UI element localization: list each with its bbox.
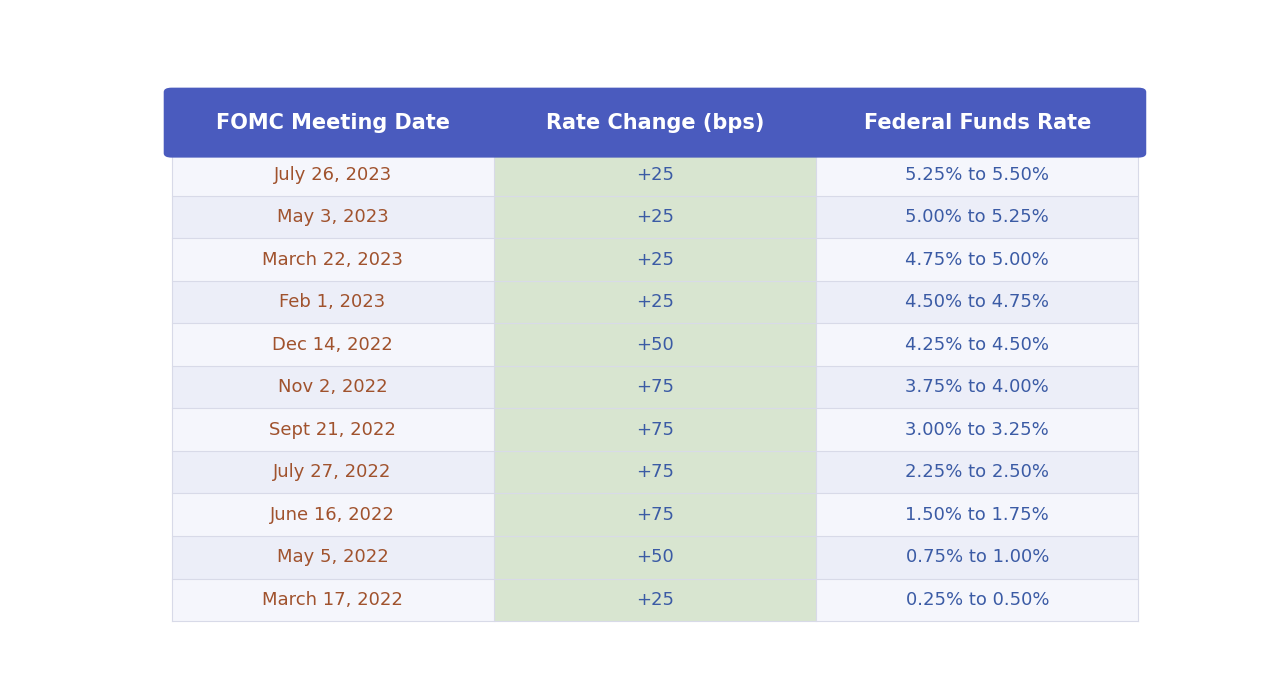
Bar [817,408,1139,451]
Bar [171,366,493,408]
Text: Nov 2, 2022: Nov 2, 2022 [277,378,387,396]
Bar [493,196,817,238]
Text: 5.25% to 5.50%: 5.25% to 5.50% [905,166,1049,184]
Bar [493,238,817,281]
Bar [171,153,493,196]
Text: May 3, 2023: May 3, 2023 [277,208,389,226]
Text: June 16, 2022: June 16, 2022 [270,506,395,524]
Text: +25: +25 [636,293,674,311]
Bar [171,129,1139,153]
Text: 4.75% to 5.00%: 4.75% to 5.00% [906,251,1049,268]
Text: 3.75% to 4.00%: 3.75% to 4.00% [906,378,1049,396]
Bar [171,196,493,238]
Text: +75: +75 [636,506,674,524]
Bar [171,579,493,621]
Text: 5.00% to 5.25%: 5.00% to 5.25% [906,208,1049,226]
Bar [171,408,493,451]
Text: +25: +25 [636,591,674,609]
Bar [171,324,493,366]
FancyBboxPatch shape [164,87,1146,157]
Bar [493,493,817,536]
Text: +25: +25 [636,208,674,226]
Bar [493,324,817,366]
Text: +50: +50 [636,336,674,354]
Bar [171,493,493,536]
Bar [493,366,817,408]
Bar [493,536,817,579]
Bar [817,493,1139,536]
Text: Feb 1, 2023: Feb 1, 2023 [280,293,386,311]
Text: 2.25% to 2.50%: 2.25% to 2.50% [905,463,1049,481]
Text: March 17, 2022: March 17, 2022 [262,591,403,609]
Text: 0.75% to 1.00%: 0.75% to 1.00% [906,548,1049,566]
Bar [171,536,493,579]
Bar [817,366,1139,408]
Text: +50: +50 [636,548,674,566]
Text: +75: +75 [636,421,674,439]
Text: Dec 14, 2022: Dec 14, 2022 [272,336,392,354]
Bar [817,579,1139,621]
Text: 4.25% to 4.50%: 4.25% to 4.50% [905,336,1049,354]
Text: +25: +25 [636,251,674,268]
Bar [171,451,493,493]
Text: 1.50% to 1.75%: 1.50% to 1.75% [906,506,1049,524]
Text: 0.25% to 0.50%: 0.25% to 0.50% [906,591,1049,609]
Text: March 22, 2023: March 22, 2023 [262,251,403,268]
Bar [493,579,817,621]
Text: Federal Funds Rate: Federal Funds Rate [864,113,1091,133]
Bar [493,408,817,451]
Bar [817,153,1139,196]
Bar [817,536,1139,579]
Bar [817,196,1139,238]
Text: July 27, 2022: July 27, 2022 [273,463,392,481]
Bar [817,281,1139,324]
Bar [493,153,817,196]
Text: +25: +25 [636,166,674,184]
Bar [171,281,493,324]
Bar [171,238,493,281]
Text: 3.00% to 3.25%: 3.00% to 3.25% [906,421,1049,439]
Bar [817,451,1139,493]
Bar [493,451,817,493]
Text: FOMC Meeting Date: FOMC Meeting Date [216,113,450,133]
Text: Rate Change (bps): Rate Change (bps) [546,113,764,133]
Text: +75: +75 [636,378,674,396]
Text: July 26, 2023: July 26, 2023 [273,166,392,184]
Text: Sept 21, 2022: Sept 21, 2022 [270,421,396,439]
Text: May 5, 2022: May 5, 2022 [277,548,389,566]
Text: 4.50% to 4.75%: 4.50% to 4.75% [905,293,1049,311]
Bar [493,281,817,324]
Bar [817,238,1139,281]
Text: +75: +75 [636,463,674,481]
Bar [817,324,1139,366]
